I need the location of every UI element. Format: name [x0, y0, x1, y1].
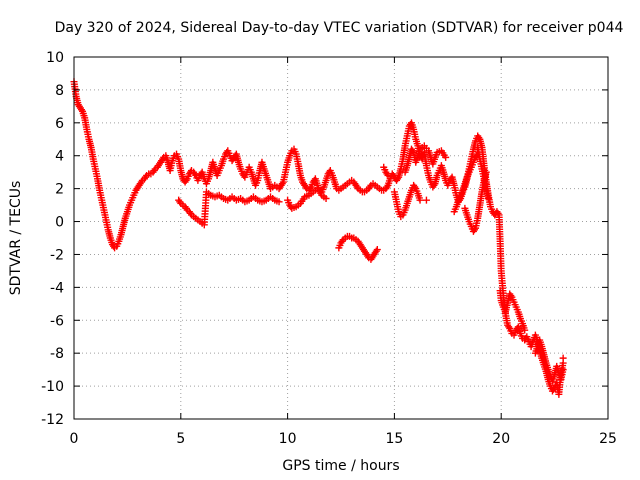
data-points — [70, 78, 567, 398]
y-tick-label: -2 — [50, 247, 64, 263]
data-point — [442, 153, 450, 161]
y-tick-label: 8 — [55, 83, 64, 99]
y-tick-label: 6 — [55, 116, 64, 132]
data-point — [322, 195, 330, 203]
data-point — [484, 195, 492, 203]
axis-ticks: 0 5 10 15 20 25 -12 -10 -8 -6 -4 -2 0 2 4 6 8 10 — [41, 50, 617, 447]
grid — [74, 57, 608, 419]
y-tick-label: 4 — [55, 149, 64, 165]
data-point — [521, 326, 529, 334]
y-tick-label: -4 — [50, 280, 64, 296]
x-tick-label: 10 — [279, 431, 297, 447]
y-tick-label: 0 — [55, 215, 64, 231]
x-tick-label: 5 — [176, 431, 185, 447]
data-point — [373, 246, 381, 254]
data-point — [422, 196, 430, 204]
chart-title: Day 320 of 2024, Sidereal Day-to-day VTE… — [55, 20, 624, 36]
y-tick-label: -8 — [50, 346, 64, 362]
x-axis-label: GPS time / hours — [282, 458, 399, 474]
data-point — [559, 366, 567, 374]
y-axis-label: SDTVAR / TECUs — [8, 181, 24, 296]
data-point — [559, 354, 567, 362]
data-point — [275, 198, 283, 206]
data-point — [384, 171, 392, 179]
x-tick-label: 25 — [599, 431, 617, 447]
y-tick-label: 2 — [55, 182, 64, 198]
plot-frame — [73, 56, 609, 420]
y-tick-label: -6 — [50, 313, 64, 329]
x-tick-label: 20 — [492, 431, 510, 447]
data-point — [416, 196, 424, 204]
y-tick-label: -10 — [41, 379, 64, 395]
y-tick-label: -12 — [41, 412, 64, 428]
x-tick-label: 0 — [70, 431, 79, 447]
y-tick-label: 10 — [46, 50, 64, 66]
x-tick-label: 15 — [385, 431, 403, 447]
